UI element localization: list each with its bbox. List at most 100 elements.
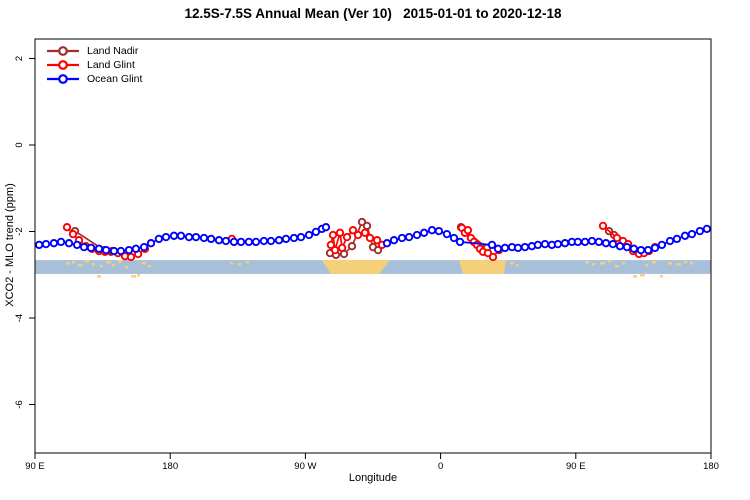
legend-label-land-glint: Land Glint bbox=[87, 59, 135, 71]
series-point-ocean-glint bbox=[251, 237, 261, 247]
map-strip-island-speckle bbox=[592, 263, 595, 266]
x-tick-label: 180 bbox=[162, 461, 178, 472]
series-point-land-glint bbox=[353, 230, 363, 240]
series-point-land-glint bbox=[598, 221, 608, 231]
series-point-ocean-glint bbox=[657, 240, 667, 250]
series-point-ocean-glint bbox=[560, 239, 570, 248]
series-point-ocean-glint bbox=[587, 236, 597, 246]
legend-line-circle-icon bbox=[47, 74, 79, 84]
map-strip-island-speckle bbox=[652, 261, 656, 264]
x-tick-label: 0 bbox=[438, 461, 443, 472]
series-point-ocean-glint bbox=[643, 245, 653, 255]
series-point-ocean-glint bbox=[487, 240, 497, 250]
map-strip-island-speckle bbox=[667, 262, 672, 265]
series-point-ocean-glint bbox=[321, 223, 331, 232]
series-point-ocean-glint bbox=[72, 240, 82, 250]
x-tick-label: 180 bbox=[703, 461, 719, 472]
series-point-ocean-glint bbox=[650, 243, 660, 253]
map-strip-island-speckle bbox=[585, 261, 589, 264]
series-point-ocean-glint bbox=[109, 246, 119, 256]
legend: Land Nadir Land Glint Ocean Glint bbox=[46, 44, 142, 86]
series-point-land-glint bbox=[62, 223, 72, 232]
series-point-land-glint bbox=[483, 248, 493, 258]
series-point-ocean-glint bbox=[573, 237, 583, 247]
y-axis-title: XCO2 - MLO trend (ppm) bbox=[4, 183, 16, 307]
series-point-ocean-glint bbox=[274, 236, 284, 245]
series-point-ocean-glint bbox=[397, 233, 407, 243]
series-point-ocean-glint bbox=[533, 240, 543, 250]
series-point-land-glint bbox=[360, 228, 370, 237]
series-point-ocean-glint bbox=[289, 233, 299, 243]
y-tick-label: -4 bbox=[14, 314, 25, 322]
series-point-ocean-glint bbox=[695, 226, 705, 236]
series-point-land-glint bbox=[488, 252, 498, 262]
series-point-ocean-glint bbox=[41, 239, 51, 249]
series-point-land-glint bbox=[463, 226, 473, 235]
legend-label-land-nadir: Land Nadir bbox=[87, 45, 139, 57]
map-strip-island-speckle bbox=[645, 264, 649, 267]
series-point-ocean-glint bbox=[404, 232, 414, 242]
series-point-ocean-glint bbox=[304, 230, 314, 240]
y-tick-label: -6 bbox=[14, 400, 25, 408]
map-strip-island-speckle bbox=[112, 264, 116, 267]
legend-label-ocean-glint: Ocean Glint bbox=[87, 73, 143, 85]
series-point-ocean-glint bbox=[86, 243, 96, 253]
series-point-ocean-glint bbox=[389, 236, 399, 245]
map-strip-island-speckle bbox=[622, 262, 626, 265]
map-strip-island-speckle bbox=[78, 264, 83, 267]
series-point-ocean-glint bbox=[214, 236, 224, 245]
map-strip-island-speckle bbox=[117, 260, 122, 263]
series-point-ocean-glint bbox=[64, 239, 74, 248]
map-strip-island-speckle bbox=[125, 266, 128, 269]
map-strip-island-speckle bbox=[639, 274, 645, 277]
series-point-ocean-glint bbox=[672, 234, 682, 244]
series-point-ocean-glint bbox=[199, 233, 209, 243]
map-strip-island-speckle bbox=[245, 261, 249, 264]
series-point-ocean-glint bbox=[124, 245, 134, 255]
series-point-ocean-glint bbox=[176, 231, 186, 240]
legend-item-ocean-glint: Ocean Glint bbox=[46, 72, 142, 86]
series-point-ocean-glint bbox=[191, 232, 201, 242]
series-point-land-glint bbox=[326, 240, 336, 250]
map-strip-island-speckle bbox=[607, 260, 611, 263]
series-point-ocean-glint bbox=[687, 229, 697, 239]
map-strip-land-africa bbox=[458, 260, 506, 274]
series-point-ocean-glint bbox=[434, 226, 444, 236]
series-point-ocean-glint bbox=[493, 244, 503, 253]
map-strip-island-speckle bbox=[72, 261, 75, 264]
series-point-ocean-glint bbox=[206, 234, 216, 244]
series-point-ocean-glint bbox=[629, 244, 639, 253]
map-strip-island-speckle bbox=[65, 262, 70, 265]
plot-box bbox=[34, 38, 712, 454]
series-point-ocean-glint bbox=[296, 232, 306, 242]
series-point-ocean-glint bbox=[520, 242, 530, 252]
series-point-land-glint bbox=[365, 233, 375, 243]
map-strip-island-speckle bbox=[238, 263, 241, 266]
series-point-land-glint bbox=[342, 232, 352, 242]
y-tick-label: 0 bbox=[14, 142, 25, 147]
series-point-ocean-glint bbox=[382, 239, 392, 248]
series-point-ocean-glint bbox=[665, 236, 675, 246]
x-axis-title: Longitude bbox=[348, 472, 398, 484]
map-strip-island-speckle bbox=[131, 275, 136, 278]
series-point-ocean-glint bbox=[259, 236, 269, 246]
map-strip-island-speckle bbox=[676, 263, 681, 266]
map-strip-island-speckle bbox=[615, 265, 619, 268]
map-strip-island-speckle bbox=[230, 262, 233, 265]
map-strip-island-speckle bbox=[148, 265, 151, 268]
series-point-ocean-glint bbox=[184, 232, 194, 242]
series-point-ocean-glint bbox=[169, 231, 179, 240]
series-point-ocean-glint bbox=[79, 242, 89, 252]
map-strip-island-speckle bbox=[690, 262, 693, 265]
series-point-land-nadir bbox=[347, 242, 357, 251]
chart-title: 12.5S-7.5S Annual Mean (Ver 10) 2015-01-… bbox=[184, 6, 562, 21]
series-point-ocean-glint bbox=[94, 244, 104, 253]
series-point-ocean-glint bbox=[636, 245, 646, 255]
map-strip-island-speckle bbox=[684, 261, 687, 264]
series-point-land-glint bbox=[348, 226, 358, 235]
series-point-ocean-glint bbox=[580, 237, 590, 247]
legend-item-land-nadir: Land Nadir bbox=[46, 44, 142, 58]
series-point-ocean-glint bbox=[131, 244, 141, 253]
series-point-ocean-glint bbox=[449, 233, 459, 243]
